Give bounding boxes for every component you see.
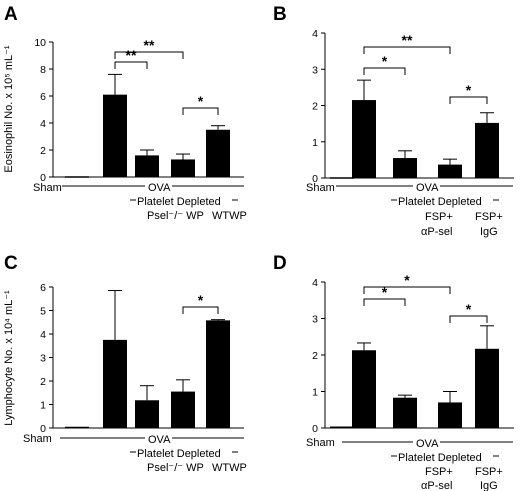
panel-a-bar <box>206 129 230 177</box>
panel-b-significance-bracket <box>449 96 488 104</box>
panel-b-fsp-label-1: FSP+ <box>425 211 453 223</box>
panel-c-label: C <box>4 253 18 274</box>
panel-d-platelet-depleted-label: Platelet Depleted <box>398 452 482 464</box>
panel-c-y-tick-label: 0 <box>40 423 46 435</box>
panel-d-bar <box>475 348 499 428</box>
panel-c-bar <box>103 339 127 428</box>
panel-c-platelet-depleted-label: Platelet Depleted <box>137 448 221 460</box>
panel-a-platelet-depleted-label: Platelet Depleted <box>137 196 221 208</box>
panel-b-igg-label: IgG <box>480 226 498 238</box>
panel-c-y-tick-label: 2 <box>40 376 46 388</box>
panel-d-igg-label: IgG <box>480 480 498 491</box>
panel-d-significance-bracket <box>363 298 406 306</box>
panel-d-significance-bracket <box>449 315 488 323</box>
panel-d-significance-label: * <box>404 272 410 288</box>
panel-d-bar <box>352 350 376 428</box>
panel-b-y-tick-label: 0 <box>312 173 318 185</box>
panel-b-platelet-depleted-label: Platelet Depleted <box>398 196 482 208</box>
panel-b-bar <box>393 158 417 178</box>
panel-a-significance-label: ** <box>126 47 137 63</box>
panel-a-y-axis-label: Eosinophil No. x 10⁵ mL⁻¹ <box>3 45 15 172</box>
panel-d-y-tick-label: 1 <box>312 387 318 399</box>
panel-a-bar <box>103 94 127 177</box>
panel-d-axes: 0 1 2 3 4 * * * <box>312 272 514 435</box>
panel-b-y-tick-label: 1 <box>312 137 318 149</box>
panel-c-y-tick-label: 3 <box>40 353 46 365</box>
panel-b-y-tick-label: 3 <box>312 64 318 76</box>
panel-c-wtwp-label: WTWP <box>212 462 247 474</box>
panel-d-significance-label: * <box>466 301 472 317</box>
panel-b-bar <box>352 100 376 178</box>
panel-c-y-tick-label: 6 <box>40 282 46 294</box>
panel-a-bar <box>135 155 159 177</box>
panel-d-y-tick-label: 0 <box>312 423 318 435</box>
panel-b-significance-label: ** <box>402 32 413 48</box>
panel-a-significance-label: ** <box>144 37 155 53</box>
panel-d-y-tick-label: 4 <box>312 277 318 289</box>
panel-d-significance-bracket <box>363 286 451 294</box>
panel-a-wtwp-label: WTWP <box>212 210 247 222</box>
panel-c-ova-label: OVA <box>148 434 171 446</box>
panel-a-label: A <box>4 4 18 25</box>
panel-d-y-tick-label: 2 <box>312 350 318 362</box>
panel-a-significance-bracket <box>114 51 184 59</box>
panel-b-significance-bracket <box>363 46 451 54</box>
panel-a-significance-bracket <box>182 107 219 115</box>
panel-b-bar <box>438 164 462 178</box>
panel-c-bar <box>206 320 230 428</box>
panel-c-axes: 0 1 2 3 4 5 6 * <box>40 282 244 435</box>
panel-d-y-tick-label: 3 <box>312 314 318 326</box>
panel-b-ova-label: OVA <box>416 182 439 194</box>
panel-a-psel-wp-label: Psel⁻/⁻ WP <box>147 210 204 222</box>
panel-d: D 0 1 2 3 4 * * * Sham OVA Platelet Depleted FS… <box>273 253 514 491</box>
panel-c-y-tick-label: 5 <box>40 306 46 318</box>
panel-d-fsp-label-2: FSP+ <box>475 466 503 478</box>
panel-a-y-tick-label: 4 <box>40 118 46 130</box>
panel-c-sham-label: Sham <box>23 433 52 445</box>
panel-c: C Lymphocyte No. x 10⁴ mL⁻¹ 0 1 2 3 4 5 6 * Sha… <box>3 253 247 474</box>
panel-c-bar <box>171 391 195 428</box>
panel-c-significance-bracket <box>182 306 219 314</box>
panel-a-significance-bracket <box>114 61 148 69</box>
panel-a-y-tick-label: 2 <box>40 145 46 157</box>
panel-d-significance-label: * <box>382 284 388 300</box>
panel-a-bar <box>171 159 195 177</box>
panel-c-y-tick-label: 1 <box>40 400 46 412</box>
panel-a: A Eosinophil No. x 10⁵ mL⁻¹ 0246810*****… <box>3 4 247 222</box>
panel-b-fsp-label-2: FSP+ <box>475 211 503 223</box>
panel-c-bar <box>135 400 159 428</box>
panel-a-y-tick-label: 8 <box>40 64 46 76</box>
panel-b-significance-label: * <box>466 82 472 98</box>
panel-b-significance-bracket <box>363 67 406 75</box>
panel-b-apsel-label: αP-sel <box>421 226 452 238</box>
panel-b-y-tick-label: 4 <box>312 28 318 40</box>
panel-d-ova-label: OVA <box>416 438 439 450</box>
panel-b-sham-label: Sham <box>306 182 335 194</box>
panel-b-label: B <box>273 4 287 25</box>
panel-c-significance-label: * <box>198 292 204 308</box>
panel-c-psel-wp-label: Psel⁻/⁻ WP <box>147 462 204 474</box>
panel-c-y-axis-label: Lymphocyte No. x 10⁴ mL⁻¹ <box>3 290 15 426</box>
panel-a-y-tick-label: 10 <box>34 37 46 49</box>
panel-b-bar <box>475 122 499 178</box>
panel-b-y-tick-label: 2 <box>312 101 318 113</box>
panel-b-significance-label: * <box>382 53 388 69</box>
panel-d-fsp-label-1: FSP+ <box>425 466 453 478</box>
panel-d-bar <box>438 402 462 428</box>
panel-a-y-tick-label: 0 <box>40 172 46 184</box>
panel-a-ova-label: OVA <box>148 182 171 194</box>
panel-d-apsel-label: αP-sel <box>421 480 452 491</box>
panel-a-significance-label: * <box>198 93 204 109</box>
panel-d-bar <box>393 397 417 428</box>
panel-a-y-tick-label: 6 <box>40 91 46 103</box>
panel-d-label: D <box>273 253 287 274</box>
panel-d-sham-label: Sham <box>306 437 335 449</box>
panel-c-y-tick-label: 4 <box>40 329 46 341</box>
panel-a-sham-label: Sham <box>33 182 62 194</box>
